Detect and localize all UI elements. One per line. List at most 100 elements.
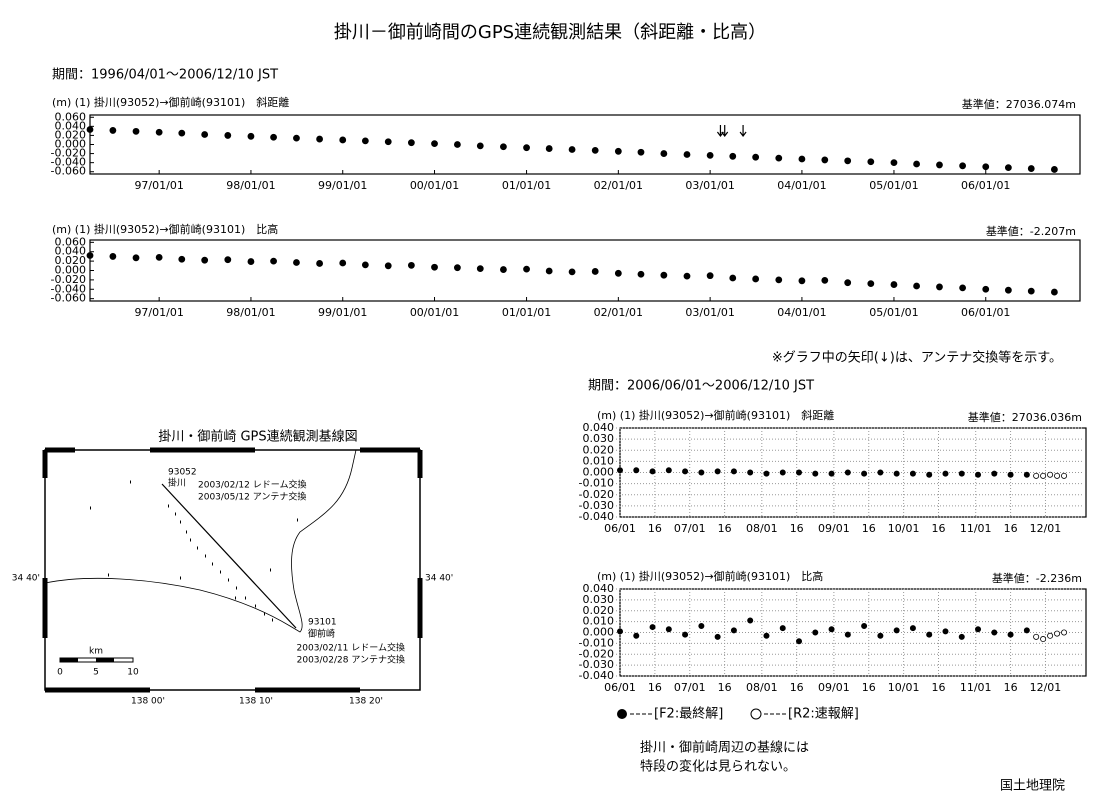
data-point — [568, 146, 576, 153]
data-point — [224, 132, 232, 139]
y-tick-label: 0.020 — [583, 443, 615, 456]
x-tick-label: 01/01/01 — [502, 306, 551, 319]
data-point — [523, 265, 530, 273]
reference-value: 基準値：27036.074m — [962, 97, 1076, 111]
data-point — [660, 271, 668, 279]
coastline — [44, 449, 357, 633]
data-point — [747, 617, 754, 624]
scale-unit: km — [89, 647, 103, 657]
data-point — [867, 158, 875, 166]
data-point — [867, 280, 875, 288]
data-point — [752, 153, 760, 161]
data-point — [614, 269, 622, 277]
y-tick-label: -0.020 — [579, 488, 614, 501]
data-point — [828, 626, 835, 633]
conclusion: 掛川・御前崎周辺の基線には — [640, 740, 809, 756]
data-point — [1007, 631, 1014, 638]
data-point — [991, 470, 998, 477]
data-point — [958, 470, 965, 477]
data-point — [270, 257, 277, 265]
data-point — [682, 468, 689, 475]
data-point — [431, 140, 438, 147]
data-point — [861, 470, 868, 477]
y-tick-label: 0.000 — [583, 466, 615, 479]
x-tick-label: 16 — [862, 522, 876, 535]
x-tick-label: 09/01 — [818, 681, 850, 694]
data-point — [812, 629, 819, 636]
station-name: 掛川 — [168, 477, 186, 489]
data-point — [1023, 471, 1030, 478]
x-tick-label: 00/01/01 — [410, 179, 459, 192]
data-point — [545, 267, 553, 275]
data-point — [1033, 472, 1040, 479]
data-point — [779, 625, 786, 632]
data-point — [1054, 630, 1061, 637]
legend-open-marker — [750, 708, 762, 720]
data-point — [637, 270, 645, 278]
scale-label: 5 — [93, 668, 99, 678]
data-point — [1027, 165, 1035, 172]
x-tick-label: 06/01 — [604, 522, 636, 535]
data-point — [893, 470, 900, 477]
x-tick-label: 16 — [1004, 681, 1018, 694]
y-tick-label: 0.040 — [583, 582, 615, 595]
y-tick-label: -0.060 — [51, 292, 86, 305]
station-note: 2003/02/11 レドーム交換 — [297, 642, 405, 654]
data-point — [178, 255, 186, 263]
legend-filled-marker — [617, 709, 627, 719]
x-tick-label: 06/01/01 — [961, 179, 1010, 192]
legend-label: [R2:速報解] — [788, 707, 859, 722]
data-point — [975, 626, 982, 633]
data-point — [591, 268, 599, 275]
data-point — [683, 151, 691, 158]
y-tick-label: -0.040 — [579, 669, 614, 682]
y-tick-label: 0.020 — [55, 254, 87, 267]
scale-bar-part — [96, 658, 114, 662]
data-point — [975, 471, 982, 478]
data-point — [454, 141, 461, 148]
data-point — [844, 279, 852, 287]
x-tick-label: 16 — [932, 522, 946, 535]
y-tick-label: -0.040 — [579, 510, 614, 523]
x-tick-label: 04/01/01 — [777, 179, 826, 192]
data-point — [763, 470, 770, 477]
y-tick-label: 0.060 — [55, 235, 87, 248]
y-tick-label: 0.030 — [583, 593, 615, 606]
y-tick-label: 0.000 — [55, 138, 87, 151]
data-point — [568, 268, 576, 276]
note: ※グラフ中の矢印(↓)は、アンテナ交換等を示す。 — [772, 350, 1062, 366]
data-point — [706, 151, 714, 159]
data-point — [1023, 627, 1030, 634]
data-point — [844, 631, 851, 638]
x-tick-label: 06/01 — [604, 681, 636, 694]
reference-value: 基準値：-2.207m — [986, 224, 1076, 238]
data-point — [698, 469, 705, 476]
data-point — [752, 275, 760, 283]
y-tick-label: 0.020 — [55, 128, 87, 141]
data-point — [959, 284, 967, 292]
x-tick-label: 03/01/01 — [685, 179, 734, 192]
data-point — [649, 624, 656, 631]
data-point — [890, 159, 898, 167]
map-frame-bars — [42, 447, 423, 693]
data-point — [361, 137, 369, 145]
x-tick-label: 16 — [790, 681, 804, 694]
data-point — [201, 256, 209, 264]
y-tick-label: -0.040 — [51, 156, 86, 169]
data-point — [649, 468, 656, 475]
chart-title: (m) (1) 掛川(93052)→御前崎(93101) 比高 — [597, 569, 823, 583]
data-point — [454, 264, 461, 272]
data-point — [1047, 632, 1054, 639]
data-point — [877, 469, 884, 476]
map-title: 掛川・御前崎 GPS連続観測基線図 — [158, 429, 357, 445]
data-point — [982, 163, 990, 171]
data-point — [698, 622, 705, 629]
data-point — [665, 626, 672, 633]
data-point — [316, 260, 323, 267]
plot-frame — [89, 114, 1081, 175]
data-point — [798, 277, 806, 285]
data-point — [936, 283, 943, 291]
reference-value: 基準値：-2.236m — [992, 571, 1082, 585]
